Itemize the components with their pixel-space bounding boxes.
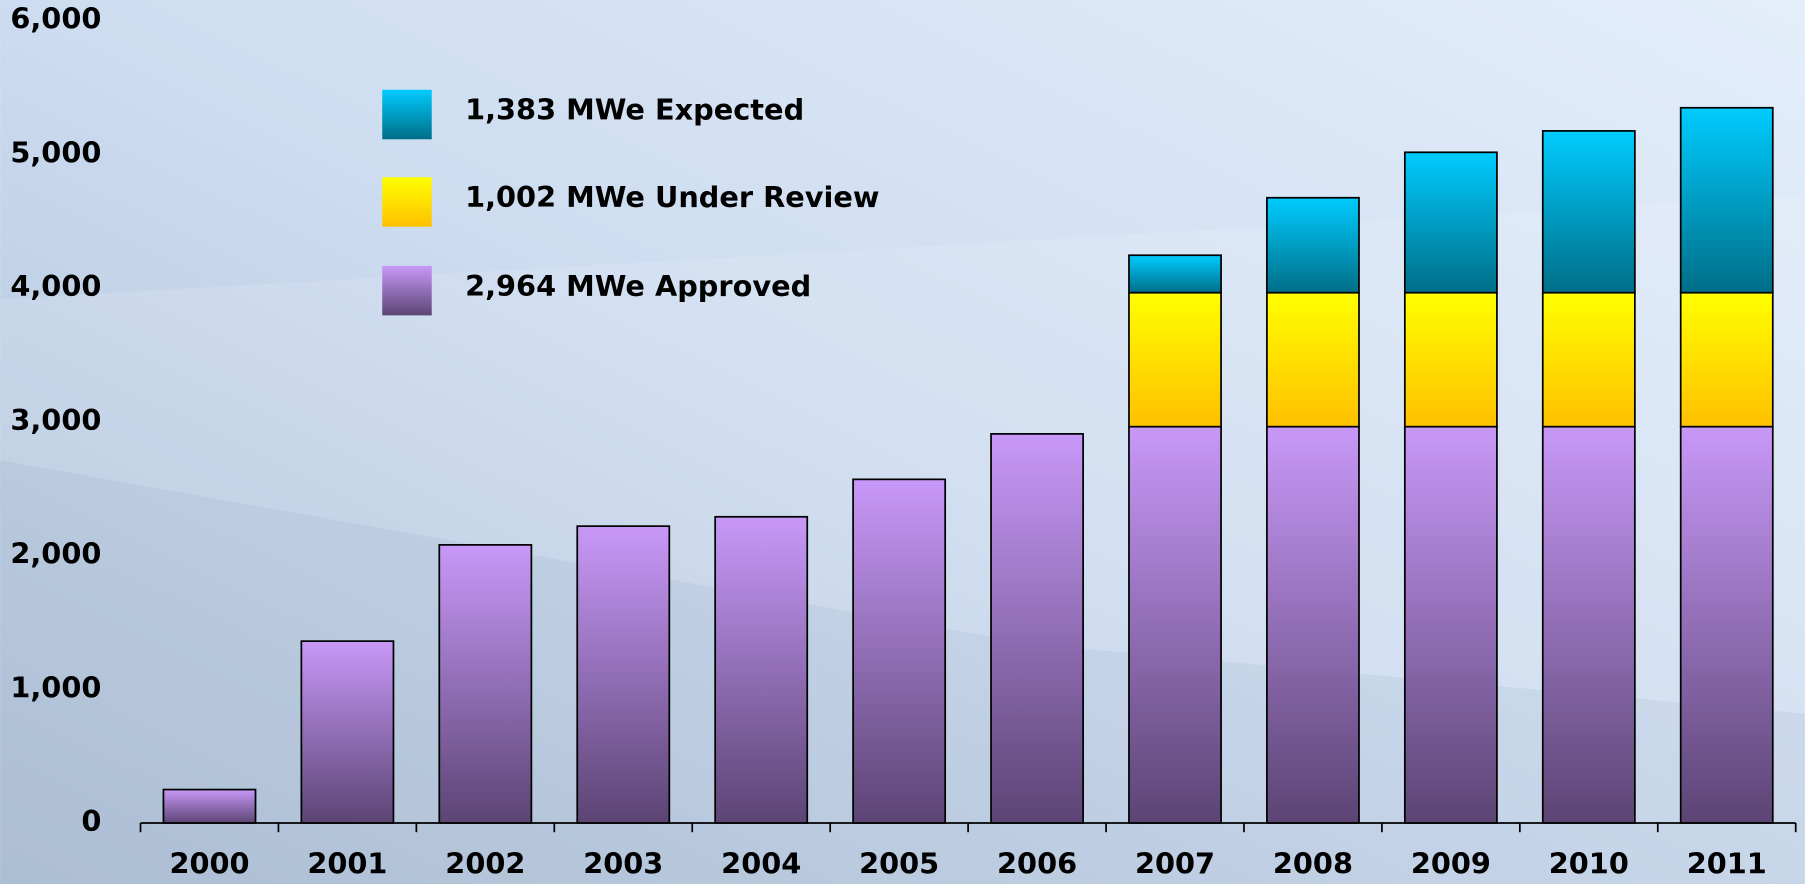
legend-label: 1,002 MWe Under Review [465,180,879,214]
bar-segment [1403,151,1498,294]
bar-segment [852,478,947,824]
x-tick-label: 2008 [1273,847,1353,881]
x-tick-label: 2004 [721,847,801,881]
bar-segment [1128,425,1222,824]
bar-segment [162,788,257,824]
x-tick-label: 2003 [583,847,663,881]
x-tick-label: 2002 [445,847,525,881]
legend-swatch [382,177,432,227]
x-tick-label: 2009 [1411,847,1491,881]
legend-label: 1,383 MWe Expected [465,93,804,127]
x-tick-label: 2006 [997,847,1077,881]
bar-segment [1679,425,1774,824]
bar-segment [1403,291,1498,428]
bar-segment [1266,425,1360,824]
bar-segment [1266,291,1360,428]
bar-segment [1128,291,1222,428]
bar-segment [300,640,395,824]
x-tick-label: 2011 [1687,847,1767,881]
bar-segment [1541,291,1636,428]
bar-segment [1128,254,1222,294]
x-tick-label: 2007 [1135,847,1215,881]
bar-segment [576,525,671,824]
y-tick-label: 0 [81,804,101,838]
y-tick-label: 6,000 [10,2,101,36]
bar-segment [438,544,533,824]
x-tick-label: 2000 [169,847,249,881]
y-tick-label: 2,000 [10,537,101,571]
bar-segment [1679,291,1774,428]
bar-segment [1541,130,1636,294]
x-tick-label: 2010 [1549,847,1629,881]
bar-segment [1541,425,1636,824]
x-tick-label: 2005 [859,847,939,881]
bar-segment [1403,425,1498,824]
bar-segment [1266,196,1360,294]
bar-segment [1679,106,1774,294]
y-tick-label: 4,000 [10,269,101,303]
y-tick-label: 3,000 [10,403,101,437]
bar-segment [714,515,809,824]
y-tick-label: 1,000 [10,670,101,704]
legend-label: 2,964 MWe Approved [465,269,811,303]
bar-segment [990,433,1084,824]
x-tick-label: 2001 [307,847,387,881]
y-tick-label: 5,000 [10,135,101,169]
legend-swatch [382,89,432,140]
legend-swatch [382,265,432,316]
